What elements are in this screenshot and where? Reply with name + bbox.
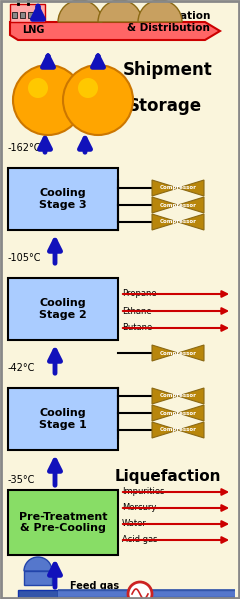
Text: -162°C: -162°C bbox=[8, 143, 42, 153]
Circle shape bbox=[13, 65, 83, 135]
Text: Compressor: Compressor bbox=[160, 219, 196, 225]
Text: -35°C: -35°C bbox=[8, 475, 35, 485]
Polygon shape bbox=[178, 180, 204, 196]
Bar bbox=[24, 571, 52, 585]
Circle shape bbox=[128, 582, 152, 599]
Polygon shape bbox=[152, 422, 178, 438]
Polygon shape bbox=[152, 405, 178, 421]
Text: Compressor: Compressor bbox=[160, 410, 196, 416]
Polygon shape bbox=[178, 388, 204, 404]
FancyBboxPatch shape bbox=[8, 278, 118, 340]
Polygon shape bbox=[178, 422, 204, 438]
Circle shape bbox=[78, 78, 98, 98]
Text: -42°C: -42°C bbox=[8, 363, 35, 373]
Polygon shape bbox=[152, 197, 178, 213]
Text: Compressor: Compressor bbox=[160, 350, 196, 355]
Bar bbox=[28, 12, 33, 18]
Text: LNG: LNG bbox=[22, 25, 44, 35]
Text: Impurities: Impurities bbox=[122, 488, 164, 497]
Text: -105°C: -105°C bbox=[8, 253, 42, 263]
Circle shape bbox=[63, 65, 133, 135]
Polygon shape bbox=[152, 180, 178, 196]
Text: Cooling
Stage 3: Cooling Stage 3 bbox=[39, 188, 87, 210]
FancyBboxPatch shape bbox=[8, 388, 118, 450]
Text: Compressor: Compressor bbox=[160, 394, 196, 398]
Text: Water: Water bbox=[122, 519, 147, 528]
Polygon shape bbox=[152, 345, 178, 361]
Wedge shape bbox=[138, 0, 182, 22]
Circle shape bbox=[28, 78, 48, 98]
Text: Butane: Butane bbox=[122, 323, 152, 332]
Polygon shape bbox=[10, 22, 220, 40]
Text: Cooling
Stage 2: Cooling Stage 2 bbox=[39, 298, 87, 320]
Wedge shape bbox=[24, 557, 52, 571]
Text: Compressor: Compressor bbox=[160, 202, 196, 207]
Bar bbox=[36, 12, 41, 18]
Wedge shape bbox=[58, 0, 102, 22]
Polygon shape bbox=[10, 4, 45, 22]
Text: Regasification
& Distribution: Regasification & Distribution bbox=[126, 11, 210, 33]
Text: Compressor: Compressor bbox=[160, 186, 196, 190]
Polygon shape bbox=[178, 405, 204, 421]
Text: Pre-Treatment
& Pre-Cooling: Pre-Treatment & Pre-Cooling bbox=[19, 512, 107, 533]
Wedge shape bbox=[98, 0, 142, 22]
Text: Mercury: Mercury bbox=[122, 504, 156, 513]
Text: Storage: Storage bbox=[128, 97, 202, 115]
Polygon shape bbox=[178, 214, 204, 230]
Polygon shape bbox=[152, 388, 178, 404]
Text: Liquefaction: Liquefaction bbox=[115, 468, 221, 483]
Text: Propane: Propane bbox=[122, 289, 157, 298]
Text: Shipment: Shipment bbox=[123, 61, 213, 79]
Text: Feed gas: Feed gas bbox=[70, 581, 119, 591]
Text: Cooling
Stage 1: Cooling Stage 1 bbox=[39, 408, 87, 430]
Text: Acid gas: Acid gas bbox=[122, 536, 157, 544]
Bar bbox=[20, 12, 25, 18]
Polygon shape bbox=[152, 214, 178, 230]
Bar bbox=[12, 12, 17, 18]
Bar bbox=[18, 590, 58, 598]
Text: Ethane: Ethane bbox=[122, 307, 152, 316]
FancyBboxPatch shape bbox=[8, 168, 118, 230]
Polygon shape bbox=[178, 345, 204, 361]
Polygon shape bbox=[178, 197, 204, 213]
FancyBboxPatch shape bbox=[8, 490, 118, 555]
Text: Compressor: Compressor bbox=[160, 428, 196, 432]
